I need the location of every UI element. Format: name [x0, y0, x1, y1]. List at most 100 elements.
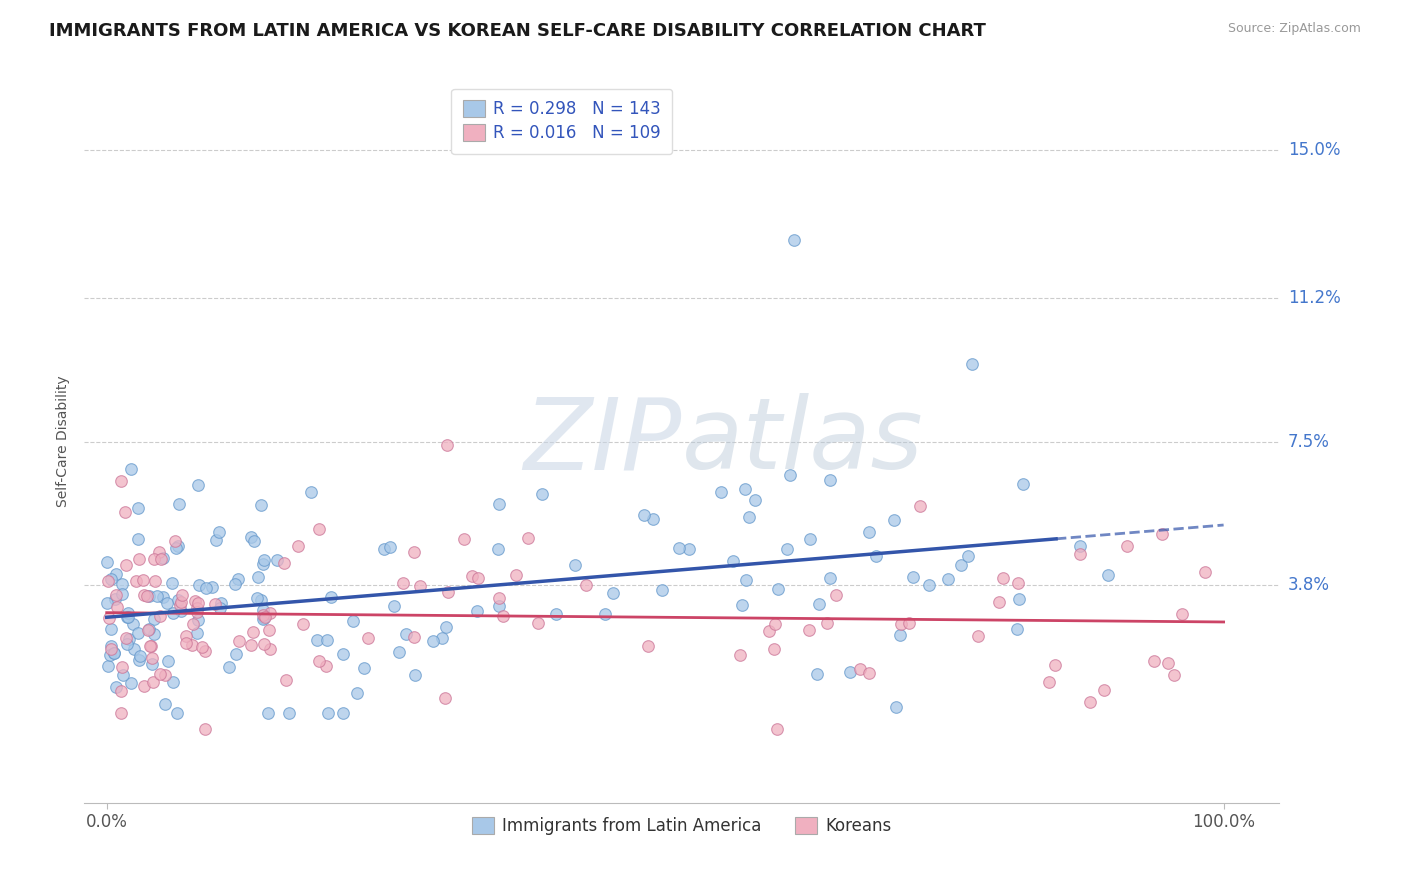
Point [104, 588, 127, 602]
Text: IMMIGRANTS FROM LATIN AMERICA VS KOREAN SELF-CARE DISABILITY CORRELATION CHART: IMMIGRANTS FROM LATIN AMERICA VS KOREAN … [49, 22, 986, 40]
Point [187, 613, 209, 627]
Point [402, 545, 425, 559]
Point [167, 540, 190, 554]
Point [135, 589, 157, 603]
Point [1194, 565, 1216, 579]
Point [422, 633, 444, 648]
Point [110, 684, 132, 698]
Point [1092, 683, 1115, 698]
Point [259, 623, 281, 637]
Point [1152, 526, 1174, 541]
Point [162, 675, 184, 690]
Point [430, 631, 453, 645]
Point [125, 574, 148, 588]
Point [373, 542, 395, 557]
Point [139, 639, 162, 653]
Point [766, 582, 789, 596]
Point [901, 570, 924, 584]
Point [165, 533, 187, 548]
Point [1045, 657, 1067, 672]
Point [252, 557, 274, 571]
Point [111, 660, 134, 674]
Point [143, 551, 166, 566]
Point [183, 617, 205, 632]
Point [187, 477, 209, 491]
Point [127, 501, 149, 516]
Point [332, 706, 354, 721]
Point [103, 646, 125, 660]
Point [287, 539, 309, 553]
Point [188, 578, 211, 592]
Point [186, 601, 208, 615]
Point [141, 651, 163, 665]
Point [865, 549, 887, 564]
Point [461, 569, 484, 583]
Point [488, 591, 510, 606]
Point [278, 706, 301, 721]
Point [908, 499, 931, 513]
Point [641, 511, 664, 525]
Point [1143, 654, 1166, 668]
Point [488, 497, 510, 511]
Point [239, 531, 262, 545]
Point [884, 699, 907, 714]
Point [889, 628, 911, 642]
Point [721, 554, 744, 568]
Point [138, 622, 160, 636]
Point [486, 541, 509, 556]
Point [191, 640, 214, 654]
Point [897, 615, 920, 630]
Point [307, 632, 329, 647]
Point [204, 597, 226, 611]
Point [1116, 539, 1139, 553]
Point [357, 631, 380, 645]
Point [890, 617, 912, 632]
Legend: Immigrants from Latin America, Koreans: Immigrants from Latin America, Koreans [465, 810, 898, 841]
Point [166, 706, 188, 721]
Point [678, 542, 700, 557]
Point [225, 647, 247, 661]
Text: Source: ZipAtlas.com: Source: ZipAtlas.com [1227, 22, 1361, 36]
Point [858, 666, 880, 681]
Point [155, 667, 177, 681]
Point [1011, 477, 1033, 491]
Point [993, 571, 1015, 585]
Point [453, 532, 475, 546]
Point [332, 647, 354, 661]
Point [256, 706, 278, 721]
Point [141, 657, 163, 672]
Point [526, 615, 548, 630]
Point [156, 654, 179, 668]
Point [224, 577, 246, 591]
Point [250, 593, 273, 607]
Point [564, 558, 586, 572]
Point [758, 624, 780, 638]
Point [169, 598, 191, 612]
Point [1069, 539, 1091, 553]
Point [319, 591, 342, 605]
Point [155, 596, 177, 610]
Point [253, 611, 276, 625]
Point [153, 697, 176, 711]
Point [226, 572, 249, 586]
Point [766, 722, 789, 736]
Point [388, 645, 411, 659]
Point [815, 615, 838, 630]
Point [530, 487, 553, 501]
Text: 7.5%: 7.5% [1288, 433, 1330, 450]
Point [150, 552, 173, 566]
Point [246, 591, 269, 605]
Point [141, 640, 163, 654]
Point [104, 591, 127, 606]
Point [516, 531, 538, 545]
Point [152, 590, 174, 604]
Point [492, 608, 515, 623]
Point [115, 637, 138, 651]
Point [316, 633, 339, 648]
Point [315, 658, 337, 673]
Point [138, 589, 160, 603]
Point [467, 604, 489, 618]
Point [242, 625, 264, 640]
Point [731, 598, 754, 612]
Point [382, 599, 405, 613]
